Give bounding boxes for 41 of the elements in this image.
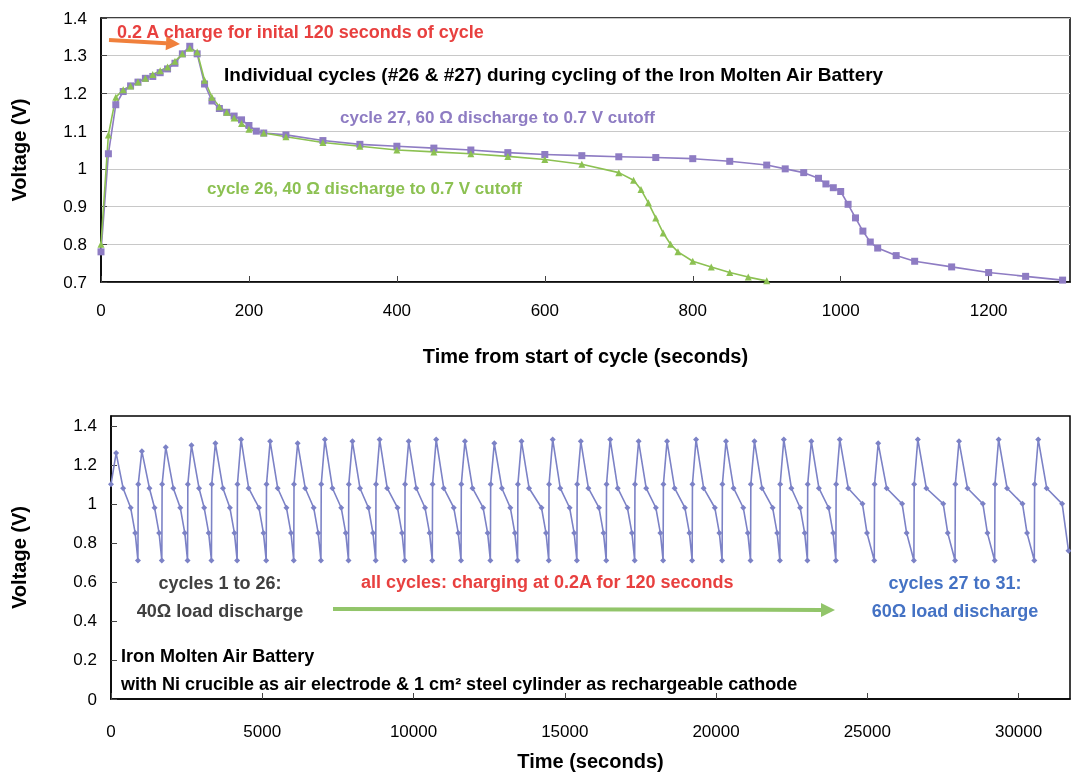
- x-tick-label: 1200: [969, 301, 1008, 320]
- y-tick-label: 0.6: [73, 572, 97, 592]
- x-tick-label: 200: [234, 301, 264, 320]
- x-tick-label: 0: [106, 722, 116, 741]
- x-tick-label: 400: [382, 301, 412, 320]
- y-tick-label: 0.8: [73, 533, 97, 553]
- y-tick-label: 1.2: [73, 455, 97, 475]
- y-tick-label: 0: [87, 689, 97, 709]
- y-tick-label: 1: [77, 159, 87, 179]
- y-tick-label: 1.3: [63, 46, 87, 66]
- y-tick-label: 1.4: [73, 416, 97, 436]
- y-tick-label: 1: [87, 494, 97, 514]
- x-tick-label: 800: [678, 301, 707, 320]
- annotation: cycles 27 to 31: 60Ω load discharge: [871, 573, 1039, 621]
- series-label: cycle 27, 60 Ω discharge to 0.7 V cutoff: [340, 107, 656, 127]
- x-tick-label: 25000: [843, 722, 891, 741]
- annotation: Iron Molten Air Battery with Ni crucible as air electrode & 1 cm² steel cylinder as rechargeable cathode: [120, 646, 798, 694]
- y-tick-label: 0.4: [73, 611, 97, 631]
- x-tick-label: 15000: [541, 722, 589, 741]
- y-tick-label: 0.2: [73, 650, 97, 670]
- text: Individual cycles (#26 & #27) during cycling of the Iron Molten Air Battery: [224, 64, 884, 85]
- y-tick-label: 1.2: [63, 83, 87, 103]
- x-tick-label: 1000: [821, 301, 860, 320]
- x-tick-label: 600: [530, 301, 559, 320]
- y-tick-label: 1.4: [63, 8, 87, 28]
- y-tick-label: 1.1: [63, 121, 87, 141]
- y-axis-title: Voltage (V): [8, 506, 30, 609]
- series-label: cycle 26, 40 Ω discharge to 0.7 V cutoff: [207, 178, 523, 198]
- y-tick-label: 0.7: [63, 272, 87, 292]
- x-tick-label: 30000: [994, 722, 1043, 741]
- x-tick-label: 5000: [243, 722, 282, 741]
- x-tick-label: 10000: [389, 722, 438, 741]
- x-axis-title: Time (seconds): [517, 750, 664, 772]
- annotation: 0.2 A charge for inital 120 seconds of cycle: [117, 22, 484, 42]
- y-tick-label: 0.8: [63, 234, 87, 254]
- annotation: all cycles: charging at 0.2A for 120 seconds: [361, 572, 734, 592]
- y-tick-label: 0.9: [63, 197, 87, 217]
- y-axis-title: Voltage (V): [8, 98, 30, 202]
- x-axis-title: Time from start of cycle (seconds): [422, 345, 749, 367]
- annotation: cycles 1 to 26: 40Ω load discharge: [136, 573, 304, 621]
- x-tick-label: 20000: [692, 722, 740, 741]
